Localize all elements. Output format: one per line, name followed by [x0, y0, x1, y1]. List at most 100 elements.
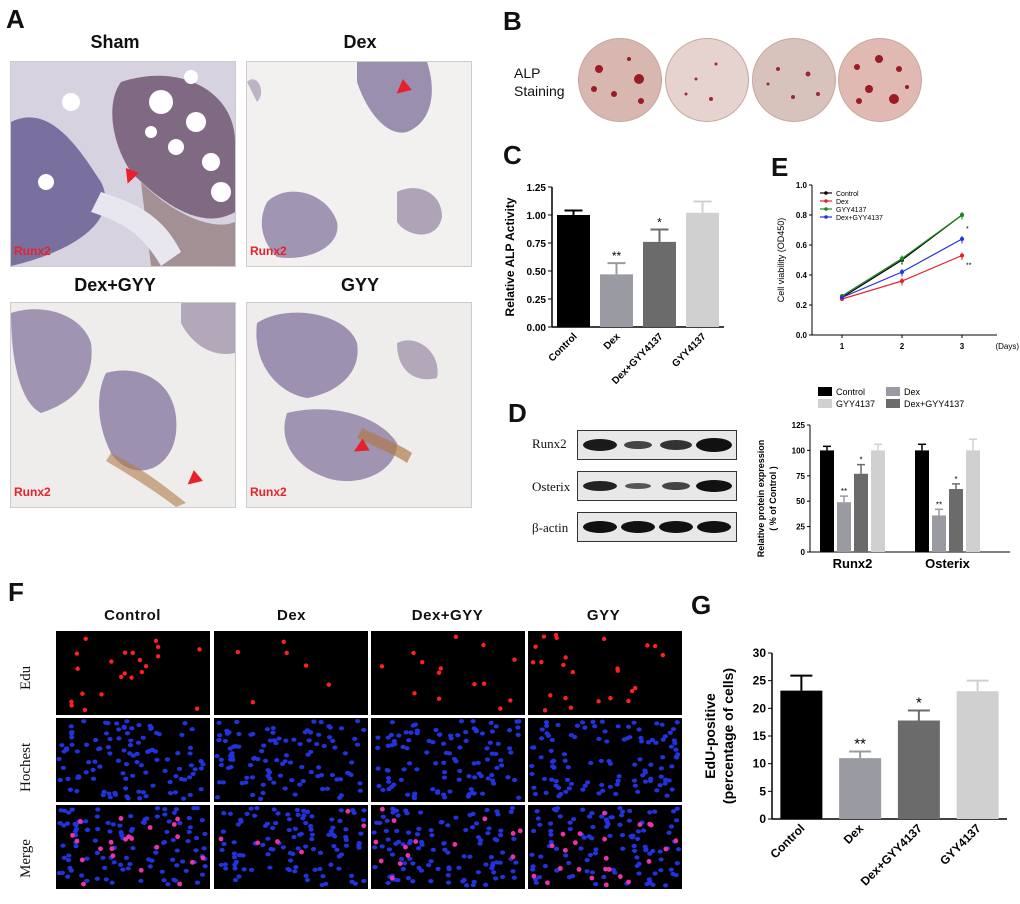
stain-label-runx2: Runx2: [250, 485, 287, 499]
fluorescence-nuclei: [235, 639, 331, 705]
fluorescence-nuclei: [530, 632, 666, 713]
chart-alp-activity: 0.000.250.500.751.001.25Control**Dex*Dex…: [503, 183, 724, 387]
ihc-image-gyy: Runx2: [246, 302, 472, 508]
fluorescence-nuclei: [56, 805, 208, 887]
legend-marker: [824, 199, 828, 203]
y-tick-label: 50: [796, 497, 805, 506]
flu-row-edu: Edu: [18, 665, 34, 690]
chart-protein-expression: 0255075100125***Runx2***OsterixRelative …: [756, 387, 1010, 571]
y-tick-label: 1.25: [527, 183, 547, 194]
ihc-image-sham: Runx2: [10, 61, 236, 267]
fluorescence-nuclei: [218, 806, 367, 888]
bar: [915, 450, 929, 552]
fluorescence-image-edu-control: [56, 631, 210, 715]
alp-dish-spots: [591, 57, 644, 104]
flu-row-hochest: Hochest: [18, 742, 34, 792]
y-tick-label: 0.4: [796, 271, 808, 280]
x-tick-label: Control: [547, 331, 580, 364]
x-tick-label: 3: [960, 342, 965, 351]
fluorescence-image-merge-dex: [214, 805, 368, 889]
flu-col-gyy: GYY: [586, 607, 621, 624]
blot-strip-osterix: [577, 471, 737, 501]
fluorescence-nuclei: [379, 634, 517, 711]
y-axis-label-line2: (percentage of cells): [720, 668, 736, 804]
fluorescence-image-edu-dex: [214, 631, 368, 715]
bar: [820, 450, 834, 552]
x-axis-label: (Days): [995, 342, 1019, 351]
chart-cell-viability: 0.0 0.2 0.4 0.6 0.8 1.0 1 2 3 (Days) Cell viabilit…: [776, 181, 1019, 351]
y-tick-label: 0.8: [796, 211, 808, 220]
panel-letter-d: D: [508, 398, 527, 428]
legend-swatch: [886, 399, 900, 408]
significance-label: **: [854, 735, 866, 752]
x-tick-label: Runx2: [833, 556, 873, 571]
ihc-title-sham: Sham: [90, 32, 140, 52]
fluorescence-image-hochest-dex: [214, 718, 368, 802]
ihc-image-dex-gyy: Runx2: [10, 302, 236, 508]
alp-dish-spots: [766, 67, 820, 99]
x-tick-label: 2: [900, 342, 905, 351]
y-tick-label: 25: [753, 674, 767, 688]
x-tick-label: Control: [767, 821, 807, 861]
alp-dish-spots: [854, 55, 909, 104]
fluorescence-image-hochest-dex-gyy: [371, 718, 525, 802]
y-tick-label: 30: [753, 646, 767, 660]
x-tick-label: 1: [840, 342, 845, 351]
fluorescence-image-hochest-gyy: [528, 718, 682, 802]
y-tick-label: 0.2: [796, 301, 808, 310]
significance-label: **: [936, 500, 942, 509]
alp-dish-dex-gyy: [752, 38, 836, 122]
significance-label: **: [612, 249, 622, 263]
legend-marker: [824, 207, 828, 211]
y-tick-label: 0.6: [796, 241, 808, 250]
bar: [871, 450, 885, 552]
ihc-tissue-gyy: [247, 303, 471, 507]
legend-swatch: [886, 387, 900, 396]
legend-marker: [824, 215, 828, 219]
y-tick-label: 25: [796, 523, 805, 532]
y-axis-label-line2: ( % of Control ): [768, 466, 778, 531]
bar: [837, 502, 851, 552]
y-tick-label: 5: [759, 784, 766, 798]
blot-bands: [583, 521, 731, 533]
bar: [956, 691, 999, 819]
flu-col-control: Control: [104, 607, 161, 624]
blot-bands: [583, 480, 732, 492]
y-tick-label: 0.00: [527, 323, 547, 334]
panel-letter-a: A: [6, 4, 25, 34]
ihc-tissue-dex: [247, 62, 471, 266]
y-tick-label: 0.75: [527, 239, 547, 250]
bar: [557, 215, 590, 327]
y-tick-label: 125: [792, 421, 806, 430]
flu-col-dex-gyy: Dex+GYY: [411, 607, 484, 624]
fluorescence-image-merge-dex-gyy: [371, 805, 525, 889]
stain-label-runx2: Runx2: [14, 244, 51, 258]
blot-label-osterix: Osterix: [532, 479, 571, 494]
alp-label-line2: Staining: [514, 83, 565, 99]
y-tick-label: 75: [796, 472, 805, 481]
alp-dish-dex: [665, 38, 749, 122]
y-tick-label: 10: [753, 757, 767, 771]
panel-letter-f: F: [8, 577, 24, 607]
x-tick-label: GYY4137: [670, 331, 709, 370]
series-line: [841, 238, 963, 299]
legend-label: GYY4137: [836, 207, 866, 214]
x-tick-label: GYY4137: [937, 821, 984, 868]
y-tick-label: 0.50: [527, 267, 547, 278]
y-axis-label-line1: Relative protein expression: [756, 440, 766, 558]
fluorescence-nuclei: [56, 719, 206, 801]
significance-label: **: [841, 487, 847, 496]
ihc-tissue-dex-gyy: [11, 303, 235, 507]
significance-label: *: [657, 216, 662, 230]
blot-bands: [583, 438, 732, 452]
y-tick-label: 1.00: [527, 211, 547, 222]
flu-row-merge: Merge: [18, 839, 34, 878]
significance-label: *: [916, 695, 922, 712]
y-tick-label: 15: [753, 729, 767, 743]
panel-letter-g: G: [691, 590, 712, 620]
ihc-title-dex: Dex: [343, 32, 377, 52]
chart-edu-positive: 0 5 10 15 20 25 30 Control ** Dex * Dex+GYY4137 GYY4…: [702, 646, 1007, 888]
x-tick-label: Dex+GYY4137: [858, 821, 925, 888]
bar: [949, 489, 963, 552]
alp-label-line1: ALP: [514, 65, 541, 81]
